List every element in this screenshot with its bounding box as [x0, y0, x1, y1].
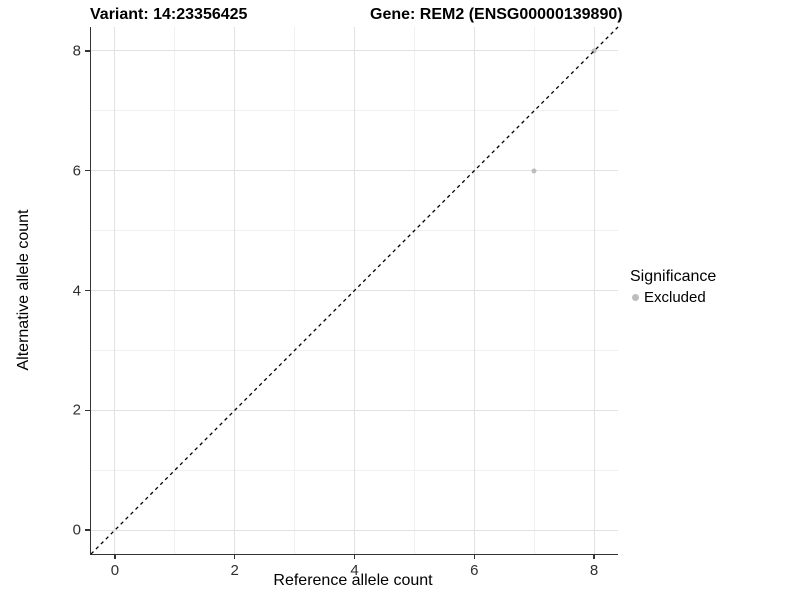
plot-title-gene: Gene: REM2 (ENSG00000139890)	[370, 6, 623, 23]
legend: Significance Excluded	[630, 268, 716, 306]
gridline-major-y	[91, 170, 618, 172]
y-tick-label: 2	[72, 401, 81, 419]
gridline-major-y	[91, 50, 618, 52]
y-tick-label: 8	[72, 42, 81, 60]
x-tick-label: 6	[470, 562, 479, 579]
y-tick-label: 0	[72, 521, 81, 539]
x-tick-mark	[473, 554, 476, 559]
legend-title: Significance	[630, 268, 717, 285]
y-axis-title: Alternative allele count	[15, 209, 32, 371]
x-axis-title: Reference allele count	[273, 572, 433, 589]
identity-line	[90, 26, 619, 555]
y-tick-mark	[84, 169, 90, 172]
legend-item: Excluded	[630, 289, 716, 306]
x-tick-mark	[233, 554, 236, 559]
x-tick-mark	[593, 554, 595, 559]
y-tick-mark	[84, 50, 90, 52]
y-tick-mark	[84, 529, 90, 531]
gridline-major-y	[91, 529, 618, 531]
legend-point-icon	[632, 294, 639, 301]
y-tick-mark	[84, 409, 90, 412]
x-tick-label: 4	[350, 562, 359, 579]
y-tick-label: 6	[72, 162, 81, 180]
data-point	[531, 168, 537, 174]
x-tick-label: 8	[589, 562, 599, 579]
plot-title-variant: Variant: 14:23356425	[90, 6, 248, 23]
gridline-major-y	[91, 409, 618, 411]
x-tick-mark	[114, 554, 116, 559]
x-tick-label: 0	[110, 562, 120, 579]
legend-item-label: Excluded	[644, 289, 706, 306]
y-tick-mark	[84, 289, 90, 292]
data-point	[591, 48, 597, 54]
y-tick-label: 4	[72, 282, 81, 299]
x-tick-label: 2	[230, 562, 239, 579]
plot-panel: 0 2 4 6 8 0 2 4 6 8	[73, 26, 619, 579]
x-tick-mark	[353, 554, 356, 559]
